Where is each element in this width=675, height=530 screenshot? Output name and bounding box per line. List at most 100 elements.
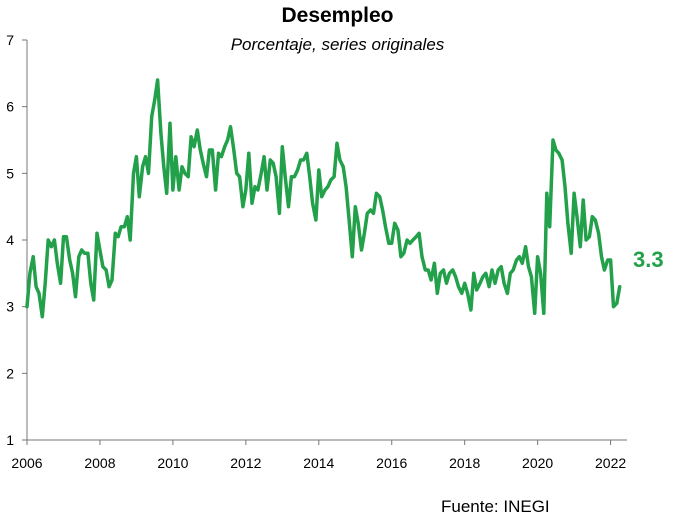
data-point — [445, 282, 448, 285]
data-point — [360, 248, 363, 252]
data-point — [420, 255, 424, 258]
data-point — [28, 272, 32, 275]
data-point — [396, 228, 400, 232]
data-point — [448, 272, 451, 275]
data-point — [59, 282, 62, 285]
data-point — [199, 148, 202, 152]
data-point — [141, 165, 144, 168]
x-tick-label: 2014 — [303, 455, 334, 471]
data-point — [25, 305, 29, 308]
data-point — [347, 218, 351, 222]
data-point — [560, 158, 564, 162]
data-point — [287, 205, 290, 208]
data-point — [463, 282, 466, 285]
data-point — [196, 128, 199, 132]
data-point — [232, 148, 235, 152]
data-point — [366, 212, 369, 215]
data-point — [335, 142, 339, 145]
data-point — [326, 185, 330, 188]
data-point — [104, 268, 108, 272]
x-tick-label: 2012 — [230, 455, 261, 471]
data-point — [177, 188, 181, 192]
data-point — [284, 175, 287, 178]
data-point — [524, 245, 527, 248]
data-point — [187, 175, 190, 178]
data-point — [490, 268, 494, 272]
data-point — [481, 275, 485, 278]
data-point — [478, 282, 482, 285]
data-point — [62, 235, 65, 238]
y-tick-label: 3 — [6, 299, 14, 315]
data-point — [253, 185, 257, 188]
data-point — [281, 145, 284, 148]
data-point — [250, 202, 254, 205]
data-point — [357, 222, 360, 225]
data-point — [354, 205, 357, 208]
data-point — [451, 268, 454, 272]
data-point — [566, 222, 570, 225]
data-point — [290, 175, 293, 178]
data-point — [344, 185, 348, 188]
data-point — [427, 268, 430, 272]
data-point — [375, 192, 378, 195]
data-point — [606, 258, 609, 262]
data-point — [497, 268, 500, 272]
data-point — [305, 152, 308, 155]
data-point — [144, 155, 147, 158]
data-point — [521, 262, 524, 265]
data-point — [47, 238, 50, 242]
data-point — [466, 292, 469, 295]
x-tick-label: 2018 — [449, 455, 480, 471]
data-point — [32, 255, 35, 258]
data-point — [147, 172, 150, 175]
data-point — [582, 198, 585, 202]
data-point — [138, 195, 141, 198]
data-point — [472, 272, 475, 275]
last-value-label: 3.3 — [633, 247, 664, 272]
data-point — [278, 212, 281, 215]
data-point — [342, 165, 345, 168]
data-point — [417, 232, 421, 235]
data-point — [363, 232, 366, 235]
data-point — [545, 192, 548, 195]
x-tick-label: 2020 — [522, 455, 553, 471]
data-point — [74, 295, 77, 298]
data-point — [579, 245, 582, 248]
data-point — [433, 262, 436, 265]
data-point — [223, 145, 226, 148]
data-point — [402, 252, 405, 255]
data-point — [351, 255, 354, 258]
data-point — [229, 125, 232, 128]
data-point — [572, 192, 576, 195]
data-point — [442, 268, 445, 272]
data-point — [189, 135, 193, 138]
data-point — [454, 275, 457, 278]
data-point — [575, 215, 579, 218]
data-point — [65, 235, 68, 238]
data-point — [208, 148, 211, 152]
data-point — [260, 172, 263, 175]
data-point — [183, 172, 187, 175]
x-tick-label: 2022 — [595, 455, 626, 471]
data-point — [554, 148, 558, 152]
data-point — [618, 285, 621, 288]
data-point — [584, 238, 588, 242]
data-point — [299, 158, 302, 162]
data-point — [323, 188, 327, 192]
data-point — [594, 218, 597, 222]
data-point — [439, 272, 442, 275]
data-point — [83, 252, 86, 255]
data-point — [518, 255, 521, 258]
data-point — [77, 255, 81, 258]
data-point — [168, 122, 172, 125]
data-point — [153, 98, 156, 102]
data-point — [214, 188, 217, 192]
data-point — [600, 255, 603, 258]
data-point — [469, 308, 473, 312]
data-point — [539, 272, 542, 275]
data-point — [405, 238, 409, 242]
data-point — [135, 155, 138, 158]
data-point — [262, 155, 266, 158]
data-point — [369, 208, 372, 212]
data-point — [244, 188, 247, 192]
